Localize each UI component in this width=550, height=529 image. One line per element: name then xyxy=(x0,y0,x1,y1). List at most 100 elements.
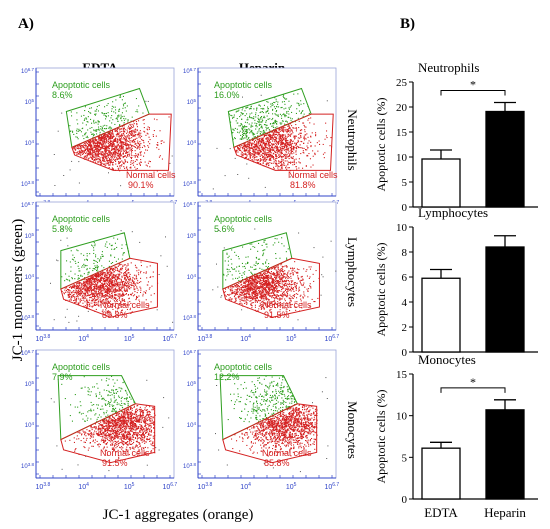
bar-heparin xyxy=(485,409,525,500)
x-tick-label: 106.7 xyxy=(324,482,339,491)
y-tick-label: 4 xyxy=(402,297,408,309)
event-dots xyxy=(50,229,174,323)
apoptotic-percent: 12.2% xyxy=(214,372,240,382)
plot-frame xyxy=(35,349,175,479)
normal-percent: 89.8% xyxy=(102,310,128,320)
normal-percent: 91.5% xyxy=(264,310,290,320)
normal-percent: 81.8% xyxy=(290,180,316,190)
y-tick-label: 10 xyxy=(396,222,408,234)
normal-gate-label: Normal cells xyxy=(100,448,150,458)
y-tick-label: 106.7 xyxy=(183,67,196,75)
x-tick-label: 104 xyxy=(240,482,251,491)
y-tick-label: 104 xyxy=(187,139,197,147)
apoptotic-percent: 5.6% xyxy=(214,224,235,234)
apoptotic-percent: 5.8% xyxy=(52,224,73,234)
x-tick-label: 104 xyxy=(78,334,89,343)
x-tick-label: 103.8 xyxy=(198,482,213,491)
y-tick-label: 104 xyxy=(25,139,35,147)
x-axis-label: JC-1 aggregates (orange) xyxy=(103,507,254,523)
event-dots xyxy=(212,228,337,321)
row-label-monocytes: Monocytes xyxy=(345,401,360,459)
y-tick-label: 106.7 xyxy=(183,201,196,209)
normal-gate-label: Normal cells xyxy=(262,300,312,310)
plot-axes: 103.8 104 105 106.7 103.8 104 105 106.7 xyxy=(21,349,177,491)
y-tick-label: 15 xyxy=(396,369,408,381)
significance-bracket xyxy=(440,90,506,96)
y-axis-title: Apoptotic cells (%) xyxy=(374,243,388,337)
bar-chart-lymphocytes: Lymphocytes 0 2 4 6 8 10 Apoptotic cells (%) xyxy=(374,205,538,359)
y-tick-label: 103.8 xyxy=(183,314,196,322)
y-tick-label: 106.7 xyxy=(21,349,34,357)
row-label-lymphocytes: Lymphocytes xyxy=(345,237,360,307)
x-tick-label: 103.8 xyxy=(36,482,51,491)
bar-chart-title: Lymphocytes xyxy=(418,205,488,220)
y-tick-label: 105 xyxy=(25,380,35,388)
x-tick-label: 104 xyxy=(240,334,251,343)
y-tick-label: 106.7 xyxy=(21,201,34,209)
y-axis-label: JC-1 monomers (green) xyxy=(10,219,26,361)
x-tick-label: 105 xyxy=(124,334,135,343)
y-tick-label: 10 xyxy=(396,411,408,423)
y-tick-label: 104 xyxy=(187,421,197,429)
normal-percent: 91.5% xyxy=(102,458,128,468)
row-label-neutrophils: Neutrophils xyxy=(345,109,360,170)
bar-chart-title: Neutrophils xyxy=(418,60,479,75)
apoptotic-gate-label: Apoptotic cells xyxy=(214,362,273,372)
plot-axes: 103.8 104 105 106.7 103.8 104 105 106.7 xyxy=(183,349,339,491)
y-tick-label: 104 xyxy=(187,273,197,281)
x-tick-label: 106.7 xyxy=(162,334,177,343)
event-dots xyxy=(212,93,333,190)
y-tick-label: 0 xyxy=(402,494,408,506)
plot-frame xyxy=(35,67,175,197)
y-tick-label: 8 xyxy=(402,247,408,259)
y-tick-label: 105 xyxy=(25,98,35,106)
x-tick-label: 103.8 xyxy=(198,334,213,343)
y-tick-label: 20 xyxy=(396,102,408,114)
normal-gate-label: Normal cells xyxy=(100,300,150,310)
y-tick-label: 10 xyxy=(396,152,408,164)
y-tick-label: 2 xyxy=(402,322,408,334)
y-tick-label: 106.7 xyxy=(21,67,34,75)
y-tick-label: 0 xyxy=(402,347,408,359)
x-tick-label: 106.7 xyxy=(324,334,339,343)
x-tick-label: 105 xyxy=(286,482,297,491)
y-tick-label: 103.8 xyxy=(21,180,34,188)
y-tick-label: 103.8 xyxy=(21,462,34,470)
y-tick-label: 103.8 xyxy=(183,180,196,188)
normal-gate xyxy=(222,403,318,464)
bar-chart-title: Monocytes xyxy=(418,352,476,367)
y-tick-label: 15 xyxy=(396,127,408,139)
normal-percent: 85.8% xyxy=(264,458,290,468)
panel-b-label: B) xyxy=(400,16,415,32)
event-dots xyxy=(50,375,170,472)
y-tick-label: 105 xyxy=(187,232,197,240)
panel-a-label: A) xyxy=(18,16,34,32)
apoptotic-percent: 8.6% xyxy=(52,90,73,100)
significance-star: * xyxy=(470,375,476,389)
normal-gate xyxy=(222,257,320,318)
y-axis-title: Apoptotic cells (%) xyxy=(374,98,388,192)
normal-percent: 90.1% xyxy=(128,180,154,190)
apoptotic-gate-label: Apoptotic cells xyxy=(214,214,273,224)
y-tick-label: 103.8 xyxy=(183,462,196,470)
y-tick-label: 104 xyxy=(25,421,35,429)
normal-gate xyxy=(71,113,172,171)
bar-heparin xyxy=(485,246,525,353)
apoptotic-gate-label: Apoptotic cells xyxy=(52,80,111,90)
normal-gate xyxy=(233,113,334,171)
y-tick-label: 104 xyxy=(25,273,35,281)
apoptotic-gate-label: Apoptotic cells xyxy=(52,362,111,372)
plot-frame xyxy=(197,67,337,197)
x-tick-label: 105 xyxy=(124,482,135,491)
x-tick-label: 106.7 xyxy=(162,482,177,491)
normal-gate xyxy=(60,403,156,464)
plot-axes: 103.8 104 105 106.7 103.8 104 105 106.7 xyxy=(183,201,339,343)
bar-edta xyxy=(421,277,461,353)
significance-bracket xyxy=(440,387,506,393)
plot-axes: 103.8 104 105 106.7 103.8 104 105 106.7 xyxy=(21,201,177,343)
apoptotic-gate-label: Apoptotic cells xyxy=(52,214,111,224)
